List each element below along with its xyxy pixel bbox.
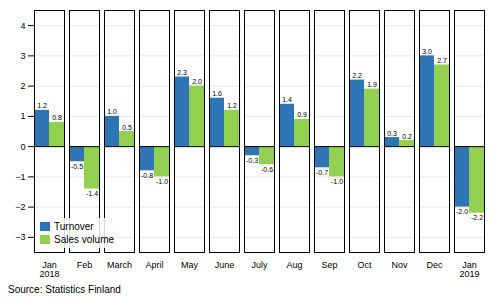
html-text:Sales volume: Sales volume — [54, 234, 114, 245]
svg-text:-0.7: -0.7 — [316, 169, 328, 176]
svg-text:−3: −3 — [15, 232, 25, 242]
svg-text:Oct: Oct — [357, 260, 372, 270]
svg-text:−2: −2 — [15, 202, 25, 212]
svg-text:2.2: 2.2 — [352, 72, 362, 79]
svg-text:-0.5: -0.5 — [71, 163, 83, 170]
svg-text:2.3: 2.3 — [177, 69, 187, 76]
svg-text:-2.0: -2.0 — [456, 208, 468, 215]
svg-text:-1.0: -1.0 — [156, 178, 168, 185]
svg-text:Sep: Sep — [321, 260, 337, 270]
svg-text:-2.2: -2.2 — [471, 214, 483, 221]
svg-text:1.2: 1.2 — [37, 102, 47, 109]
svg-text:Feb: Feb — [77, 260, 93, 270]
html-text:Source: Statistics Finland: Source: Statistics Finland — [8, 284, 121, 295]
svg-text:1.9: 1.9 — [367, 81, 377, 88]
svg-text:May: May — [181, 260, 199, 270]
svg-text:−1: −1 — [15, 172, 25, 182]
html-text:Turnover: Turnover — [54, 221, 94, 232]
svg-text:1.4: 1.4 — [282, 96, 292, 103]
svg-text:1.6: 1.6 — [212, 90, 222, 97]
svg-text:Nov: Nov — [391, 260, 408, 270]
svg-text:-0.8: -0.8 — [141, 172, 153, 179]
svg-text:1.2: 1.2 — [227, 102, 237, 109]
svg-text:3: 3 — [20, 51, 25, 61]
svg-text:1.0: 1.0 — [107, 108, 117, 115]
svg-text:0.2: 0.2 — [402, 133, 412, 140]
svg-text:-1.0: -1.0 — [331, 178, 343, 185]
svg-text:2.0: 2.0 — [192, 78, 202, 85]
svg-text:2.7: 2.7 — [437, 57, 447, 64]
svg-text:June: June — [215, 260, 235, 270]
svg-text:March: March — [107, 260, 132, 270]
svg-text:1: 1 — [20, 111, 25, 121]
svg-text:4: 4 — [20, 21, 25, 31]
svg-text:2: 2 — [20, 81, 25, 91]
svg-text:0.9: 0.9 — [297, 111, 307, 118]
svg-text:0.8: 0.8 — [52, 114, 62, 121]
svg-text:Jan2019: Jan2019 — [459, 260, 479, 279]
svg-text:July: July — [251, 260, 268, 270]
svg-text:-0.3: -0.3 — [246, 157, 258, 164]
svg-text:-0.6: -0.6 — [261, 166, 273, 173]
svg-text:Dec: Dec — [426, 260, 443, 270]
svg-text:April: April — [145, 260, 163, 270]
svg-text:3.0: 3.0 — [422, 48, 432, 55]
svg-text:Aug: Aug — [286, 260, 302, 270]
svg-text:0.5: 0.5 — [122, 124, 132, 131]
svg-text:0: 0 — [20, 142, 25, 152]
svg-text:Jan2018: Jan2018 — [39, 260, 59, 279]
svg-text:0.3: 0.3 — [387, 130, 397, 137]
svg-text:-1.4: -1.4 — [86, 190, 98, 197]
